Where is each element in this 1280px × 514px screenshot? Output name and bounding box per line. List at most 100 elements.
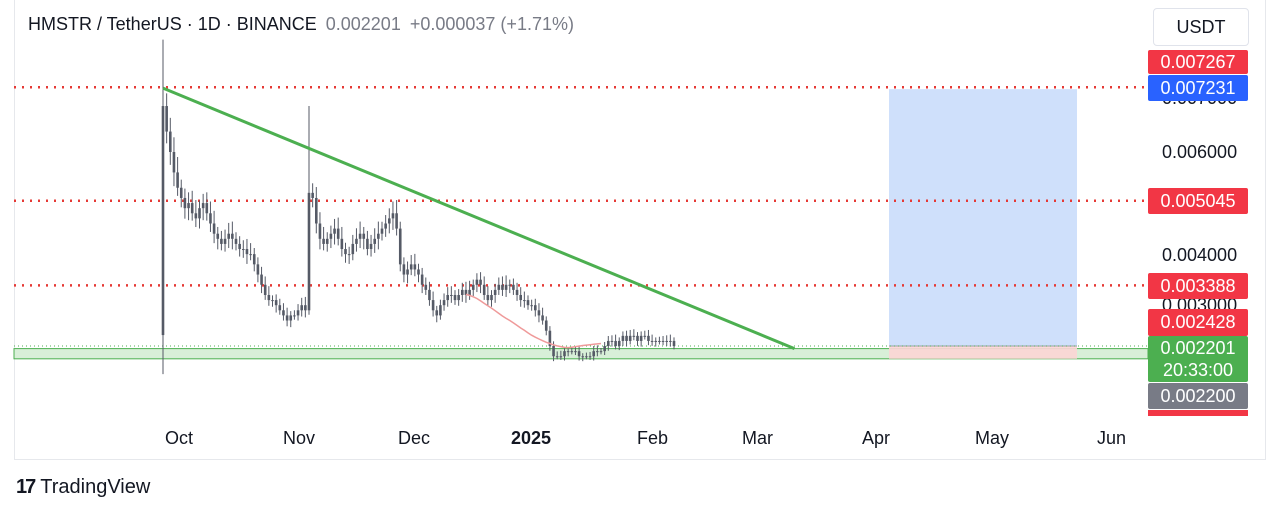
candle-body	[512, 284, 515, 290]
candle-body	[548, 330, 552, 347]
moving-average-line	[465, 293, 602, 349]
level-price-tag: 0.007267	[1148, 50, 1248, 74]
candle-body	[490, 294, 493, 301]
x-tick-label: May	[975, 428, 1010, 448]
candle-body	[351, 243, 355, 255]
candle-body	[431, 300, 435, 311]
candle-body	[165, 106, 168, 132]
candle-body	[402, 264, 406, 275]
x-tick-label: Mar	[742, 428, 773, 448]
candle-body	[639, 335, 643, 341]
candle-body	[278, 305, 282, 311]
candle-body	[212, 223, 216, 234]
hidden-price-tag	[1148, 410, 1248, 416]
candle-body	[577, 351, 581, 357]
currency-selector[interactable]: USDT	[1153, 8, 1249, 46]
candle-body	[497, 284, 501, 290]
candle-body	[329, 233, 333, 239]
candle-body	[377, 233, 380, 239]
candle-body	[318, 223, 322, 239]
candle-body	[508, 284, 512, 286]
candle-body	[647, 335, 650, 341]
candle-body	[588, 356, 592, 358]
candle-body	[384, 223, 387, 229]
x-tick-label: Apr	[862, 428, 891, 448]
candle-body	[366, 238, 369, 250]
candle-body	[369, 243, 373, 250]
target-price-tag: 0.007231	[1148, 75, 1248, 101]
candle-body	[285, 315, 289, 321]
symbol-label[interactable]: HMSTR / TetherUS · 1D · BINANCE	[28, 14, 317, 34]
candle-body	[220, 238, 223, 244]
candle-body	[300, 305, 303, 311]
candle-body	[282, 310, 285, 316]
candle-body	[570, 351, 574, 353]
candle-body	[245, 249, 249, 255]
current-price-value: 0.002201	[1160, 338, 1236, 358]
candle-body	[544, 320, 548, 331]
candle-body	[537, 310, 541, 316]
chart-frame	[14, 0, 1266, 460]
candle-body	[614, 340, 617, 347]
chart-header: HMSTR / TetherUS · 1D · BINANCE 0.002201…	[28, 14, 574, 35]
x-tick-label: Oct	[165, 428, 194, 448]
level-price-tag: 0.003388	[1148, 273, 1248, 299]
tradingview-brand[interactable]: 17 TradingView	[16, 476, 150, 499]
candle-body	[636, 335, 639, 341]
candle-body	[205, 203, 209, 214]
candle-body	[563, 351, 566, 357]
candle-body	[242, 249, 245, 251]
candle-body	[296, 310, 300, 316]
candle-body	[457, 294, 460, 301]
price-chart[interactable]	[0, 0, 1280, 460]
candle-body	[169, 131, 172, 152]
candle-body	[234, 238, 238, 244]
candle-body	[201, 203, 205, 209]
candle-body	[625, 335, 628, 341]
stop-price-tag: 0.002200	[1148, 383, 1248, 409]
candle-body	[307, 192, 311, 311]
x-tick-label: Feb	[637, 428, 669, 448]
candle-body	[311, 192, 314, 198]
candle-body	[209, 213, 212, 224]
candle-body	[559, 356, 563, 358]
descending-trendline	[162, 86, 796, 350]
candle-body	[607, 340, 610, 347]
candle-body	[409, 264, 413, 270]
x-tick-label: Jun	[1097, 428, 1127, 448]
candle-body	[362, 233, 366, 239]
candle-body	[161, 106, 165, 336]
candle-body	[347, 254, 351, 256]
candle-body	[530, 305, 533, 307]
candle-body	[461, 289, 464, 295]
candle-body	[190, 203, 194, 214]
candle-body	[395, 213, 398, 229]
tradingview-logo-icon: 17	[16, 476, 36, 498]
candle-body	[585, 356, 588, 358]
level-price-tag: 0.002428	[1148, 309, 1248, 336]
candle-body	[293, 315, 296, 317]
bar-countdown: 20:33:00	[1162, 360, 1234, 380]
candle-body	[256, 264, 260, 275]
candle-body	[194, 213, 198, 219]
candle-body	[439, 305, 442, 316]
x-tick-label: 2025	[511, 428, 552, 448]
candle-body	[541, 315, 544, 321]
candle-body	[398, 228, 402, 265]
candle-body	[238, 243, 241, 250]
candle-body	[274, 300, 278, 306]
candle-body	[358, 233, 362, 239]
y-tick-label: 0.006000	[1162, 142, 1238, 162]
candle-body	[340, 238, 344, 250]
x-tick-label: Dec	[398, 428, 431, 448]
candle-body	[428, 289, 431, 301]
candle-body	[610, 340, 614, 342]
candle-body	[344, 249, 347, 255]
candle-body	[176, 172, 179, 188]
candle-body	[420, 274, 424, 285]
candle-body	[650, 340, 654, 342]
candle-body	[566, 351, 570, 353]
candle-body	[424, 284, 428, 290]
candle-body	[596, 351, 599, 353]
candle-body	[621, 335, 625, 341]
